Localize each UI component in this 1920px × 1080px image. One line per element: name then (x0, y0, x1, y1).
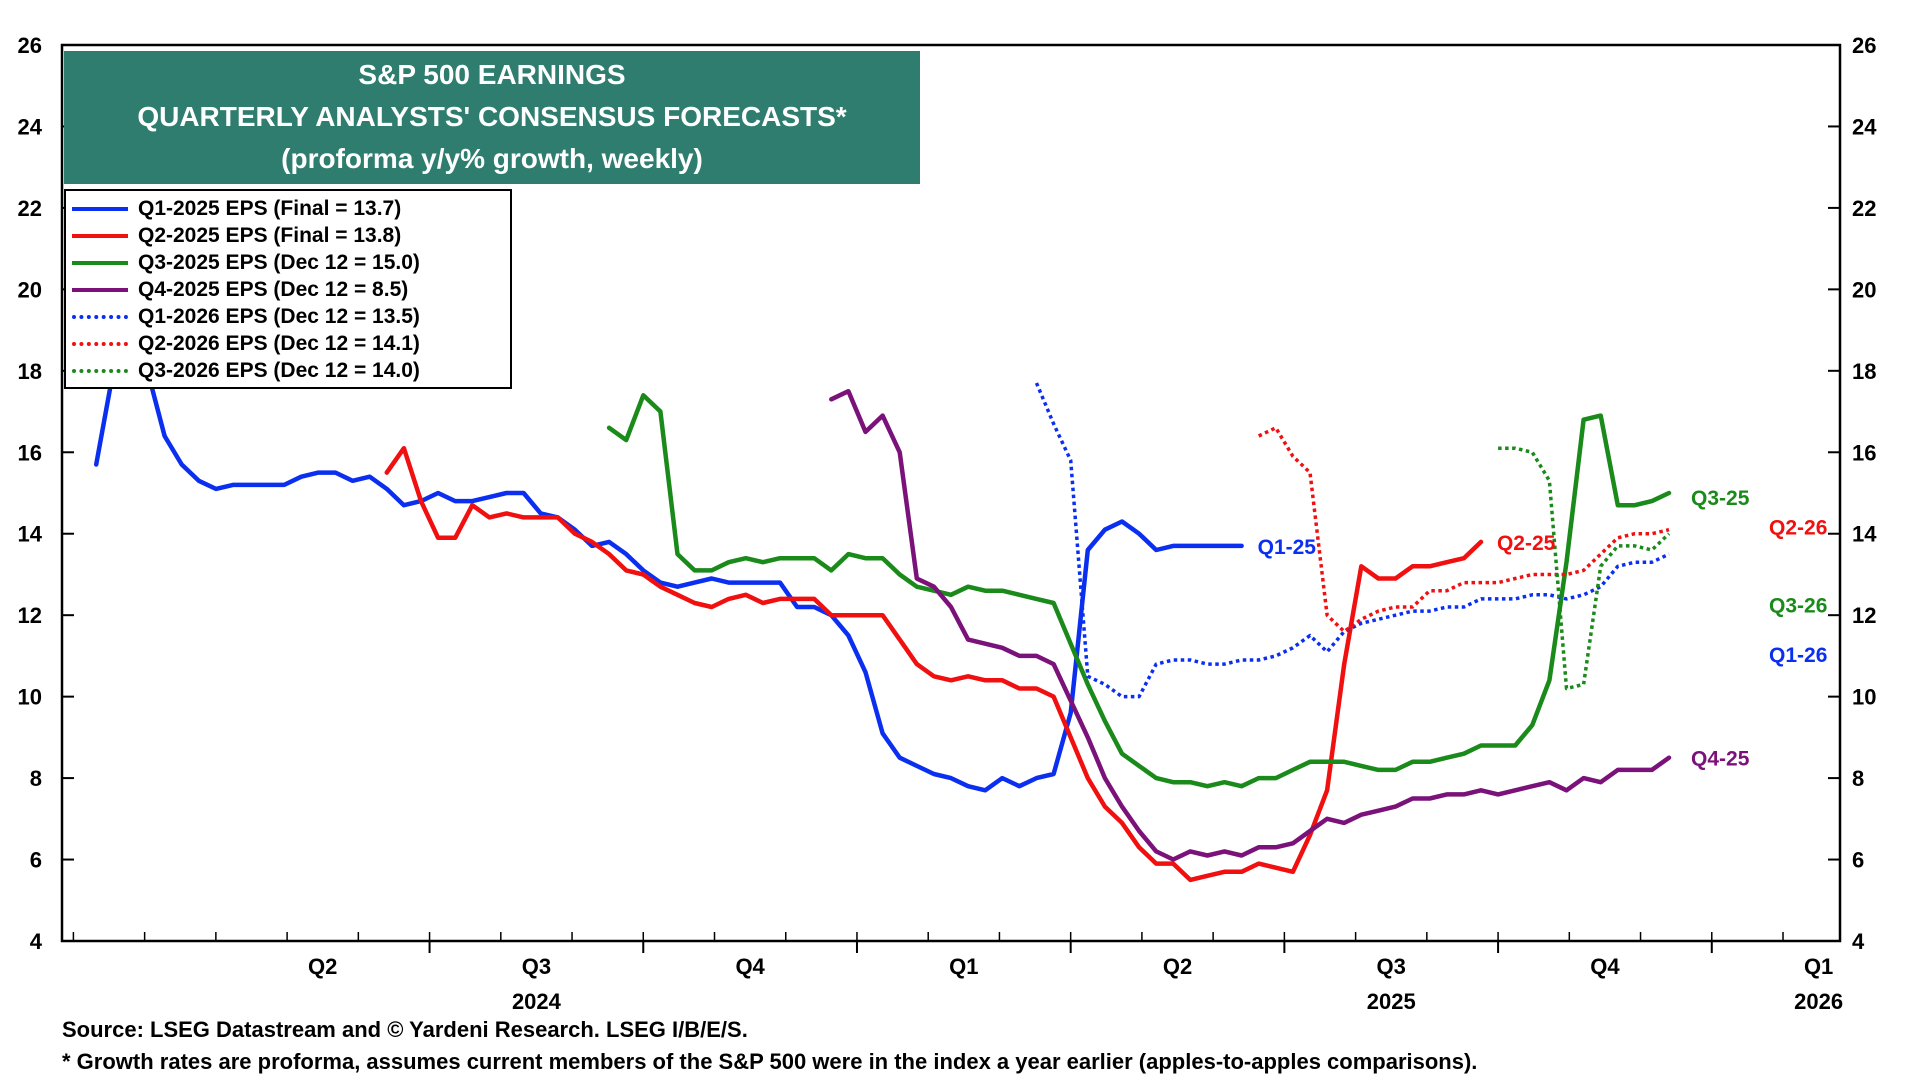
series-end-label-q2-26: Q2-26 (1769, 517, 1827, 540)
series-end-label-q1-26: Q1-26 (1769, 644, 1827, 667)
legend-swatch (72, 206, 128, 211)
legend-swatch (72, 233, 128, 238)
series-end-label-q1-25: Q1-25 (1258, 536, 1317, 559)
legend-label: Q1-2025 EPS (Final = 13.7) (138, 196, 402, 220)
chart-units-note: (proforma y/y% growth, weekly) (281, 143, 703, 174)
y-tick-label-left: 4 (30, 929, 43, 954)
x-quarter-label: Q3 (1377, 954, 1406, 979)
source-note: Source: LSEG Datastream and © Yardeni Re… (62, 1017, 748, 1042)
x-year-label: 2026 (1794, 989, 1843, 1014)
x-quarter-label: Q4 (735, 954, 765, 979)
legend-item: Q3-2026 EPS (Dec 12 = 14.0) (72, 357, 504, 384)
x-quarter-label: Q2 (308, 954, 337, 979)
y-tick-label-left: 14 (18, 522, 43, 547)
y-tick-label-right: 8 (1852, 766, 1864, 791)
series-line-q1-25 (93, 335, 1244, 793)
y-tick-label-left: 10 (18, 685, 42, 710)
series-line-q2-25 (384, 445, 1484, 883)
y-tick-label-left: 18 (18, 359, 42, 384)
x-quarter-label: Q4 (1590, 954, 1620, 979)
plot-frame (60, 43, 1842, 943)
series-line-q3-26 (1498, 446, 1671, 691)
series-line-q1-26 (1034, 382, 1670, 699)
y-tick-label-left: 12 (18, 603, 42, 628)
legend-label: Q3-2026 EPS (Dec 12 = 14.0) (138, 358, 420, 382)
legend-item: Q1-2026 EPS (Dec 12 = 13.5) (72, 303, 504, 330)
legend-swatch (72, 287, 128, 292)
y-tick-label-left: 24 (18, 114, 43, 139)
legend-swatch (72, 314, 128, 319)
x-quarter-label: Q2 (1163, 954, 1192, 979)
x-quarter-label: Q1 (1804, 954, 1833, 979)
y-tick-label-right: 24 (1852, 114, 1877, 139)
x-quarter-label: Q3 (522, 954, 551, 979)
y-tick-label-left: 20 (18, 277, 42, 302)
x-quarter-label: Q1 (949, 954, 978, 979)
series-line-q3-25 (606, 393, 1672, 789)
legend-swatch (72, 368, 128, 373)
legend-label: Q3-2025 EPS (Dec 12 = 15.0) (138, 250, 420, 274)
y-tick-label-right: 4 (1852, 929, 1865, 954)
series-end-label-q2-25: Q2-25 (1497, 532, 1556, 555)
chart-legend: Q1-2025 EPS (Final = 13.7) Q2-2025 EPS (F… (64, 189, 512, 389)
legend-label: Q2-2025 EPS (Final = 13.8) (138, 223, 402, 247)
chart-subtitle: QUARTERLY ANALYSTS' CONSENSUS FORECASTS* (137, 101, 847, 132)
series-line-q2-26 (1257, 426, 1670, 634)
x-year-label: 2025 (1367, 989, 1416, 1014)
y-tick-label-right: 20 (1852, 277, 1876, 302)
y-tick-label-right: 26 (1852, 33, 1876, 58)
y-tick-label-right: 16 (1852, 440, 1876, 465)
x-year-label: 2024 (512, 989, 562, 1014)
series-end-label-q4-25: Q4-25 (1691, 748, 1750, 771)
series-line-q4-25 (829, 388, 1672, 862)
methodology-note: * Growth rates are proforma, assumes cur… (62, 1049, 1478, 1074)
y-tick-label-right: 22 (1852, 196, 1876, 221)
chart-title: S&P 500 EARNINGS (358, 59, 626, 90)
legend-item: Q2-2026 EPS (Dec 12 = 14.1) (72, 330, 504, 357)
series-end-label-q3-25: Q3-25 (1691, 487, 1750, 510)
legend-swatch (72, 260, 128, 265)
y-tick-label-left: 26 (18, 33, 42, 58)
y-tick-label-left: 8 (30, 766, 42, 791)
y-tick-label-right: 10 (1852, 685, 1876, 710)
legend-item: Q1-2025 EPS (Final = 13.7) (72, 195, 504, 222)
legend-item: Q3-2025 EPS (Dec 12 = 15.0) (72, 249, 504, 276)
y-tick-label-left: 16 (18, 440, 42, 465)
y-tick-label-left: 22 (18, 196, 42, 221)
y-tick-label-right: 18 (1852, 359, 1876, 384)
legend-label: Q1-2026 EPS (Dec 12 = 13.5) (138, 304, 420, 328)
legend-label: Q4-2025 EPS (Dec 12 = 8.5) (138, 277, 409, 301)
legend-item: Q4-2025 EPS (Dec 12 = 8.5) (72, 276, 504, 303)
y-tick-label-right: 6 (1852, 848, 1864, 873)
legend-label: Q2-2026 EPS (Dec 12 = 14.1) (138, 331, 420, 355)
legend-item: Q2-2025 EPS (Final = 13.8) (72, 222, 504, 249)
y-tick-label-right: 14 (1852, 522, 1877, 547)
y-tick-label-left: 6 (30, 848, 42, 873)
series-end-label-q3-26: Q3-26 (1769, 595, 1827, 618)
chart-title-box: S&P 500 EARNINGS QUARTERLY ANALYSTS' CON… (64, 51, 920, 184)
legend-swatch (72, 341, 128, 346)
y-tick-label-right: 12 (1852, 603, 1876, 628)
